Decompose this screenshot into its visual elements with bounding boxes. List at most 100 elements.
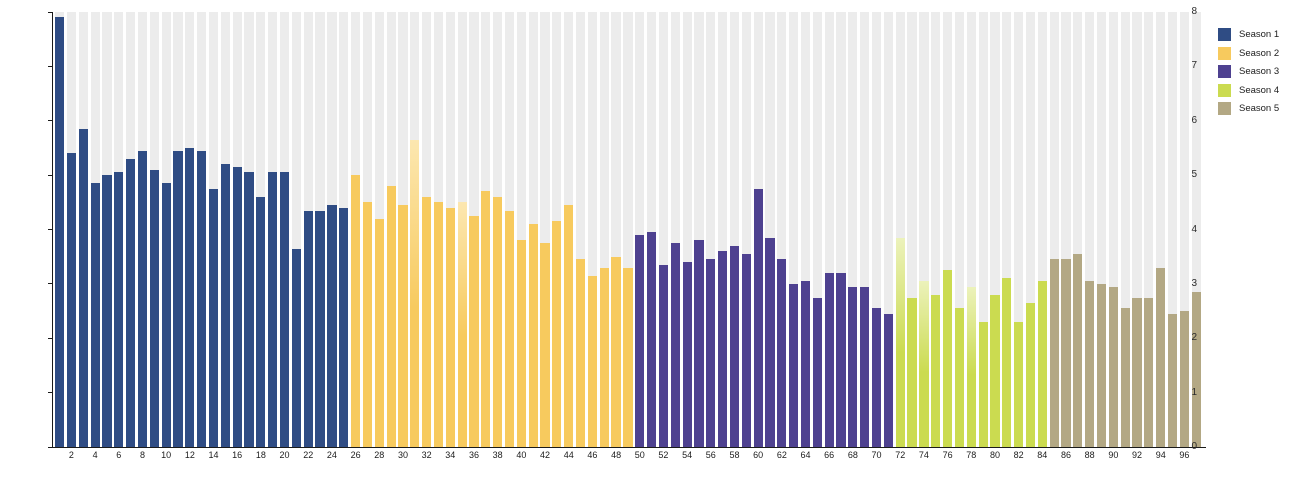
bar-episode-41[interactable] [528,224,538,447]
bar-episode-1[interactable] [55,17,65,447]
bar-episode-34[interactable] [445,207,455,447]
bar-episode-13[interactable] [197,150,207,447]
bar-episode-85[interactable] [1049,259,1059,447]
bar-episode-91[interactable] [1120,308,1130,447]
bar-episode-46[interactable] [587,275,597,447]
bar-episode-10[interactable] [161,183,171,447]
bar-episode-8[interactable] [137,150,148,447]
bar-episode-38[interactable] [493,196,503,447]
bar-episode-67[interactable] [836,273,846,447]
bar-episode-57[interactable] [718,251,728,447]
bar-episode-22[interactable] [303,210,313,447]
bar-episode-27[interactable] [362,202,373,447]
bar-episode-19[interactable] [268,172,278,447]
bar-episode-28[interactable] [374,218,384,447]
bar-episode-11[interactable] [173,150,183,447]
bar-episode-68[interactable] [848,286,858,447]
bar-episode-47[interactable] [599,267,609,447]
bar-episode-45[interactable] [575,259,586,447]
bar-episode-21[interactable] [291,248,301,447]
bar-episode-90[interactable] [1108,286,1118,447]
bar-episode-96[interactable] [1179,311,1189,447]
bar-episode-78[interactable] [966,286,976,447]
bar-episode-61[interactable] [765,237,775,447]
bar-episode-48[interactable] [611,256,621,447]
legend-item-season-3[interactable]: Season 3 [1218,65,1279,78]
bar-episode-42[interactable] [540,243,550,447]
bar-episode-79[interactable] [978,321,988,447]
bar-episode-20[interactable] [279,172,290,447]
bar-episode-84[interactable] [1037,281,1047,447]
bar-episode-81[interactable] [1002,278,1012,447]
bar-episode-23[interactable] [315,210,325,447]
bar-episode-54[interactable] [682,262,692,447]
bar-episode-80[interactable] [990,294,1000,447]
bar-episode-59[interactable] [741,254,751,447]
bar-episode-5[interactable] [102,175,112,447]
bar-episode-88[interactable] [1085,281,1095,447]
bar-episode-53[interactable] [670,243,680,447]
bar-episode-60[interactable] [753,188,763,447]
bar-episode-87[interactable] [1073,254,1083,447]
bar-episode-73[interactable] [907,297,917,447]
bar-episode-33[interactable] [433,202,444,447]
bar-episode-37[interactable] [481,191,491,447]
bar-episode-55[interactable] [694,240,704,447]
bar-episode-17[interactable] [244,172,254,447]
bar-episode-70[interactable] [871,308,882,447]
legend-item-season-2[interactable]: Season 2 [1218,46,1279,60]
bar-episode-52[interactable] [658,264,669,447]
bar-episode-39[interactable] [504,210,515,447]
bar-episode-44[interactable] [564,205,574,447]
bar-episode-74[interactable] [919,281,929,447]
bar-episode-66[interactable] [824,273,834,447]
bar-episode-36[interactable] [469,215,479,447]
bar-episode-18[interactable] [256,196,266,447]
bar-episode-92[interactable] [1132,297,1142,447]
bar-episode-7[interactable] [126,158,136,447]
bar-episode-58[interactable] [729,245,740,447]
bar-episode-12[interactable] [185,147,195,447]
bar-episode-94[interactable] [1156,267,1166,447]
bar-episode-72[interactable] [895,237,905,447]
legend-item-season-5[interactable]: Season 5 [1218,102,1279,115]
bar-episode-82[interactable] [1014,321,1024,447]
bar-episode-40[interactable] [516,240,526,447]
bar-episode-65[interactable] [812,297,822,447]
bar-episode-6[interactable] [114,172,124,447]
bar-episode-32[interactable] [422,196,432,447]
bar-episode-35[interactable] [457,202,467,447]
legend-item-season-4[interactable]: Season 4 [1218,83,1279,97]
bar-episode-71[interactable] [883,313,893,447]
bar-episode-50[interactable] [635,234,645,447]
bar-episode-25[interactable] [339,207,349,447]
bar-episode-31[interactable] [410,139,420,447]
bar-episode-4[interactable] [90,183,100,447]
bar-episode-30[interactable] [398,205,408,447]
bar-episode-93[interactable] [1144,297,1154,447]
bar-episode-69[interactable] [860,286,870,447]
bar-episode-9[interactable] [149,169,159,447]
bar-episode-64[interactable] [800,281,811,447]
bar-episode-75[interactable] [931,294,941,447]
bar-episode-2[interactable] [66,153,77,447]
bar-episode-77[interactable] [954,308,965,447]
bar-episode-97[interactable] [1191,292,1201,447]
bar-episode-16[interactable] [232,167,242,447]
bar-episode-49[interactable] [623,267,633,447]
bar-episode-51[interactable] [647,232,657,447]
bar-episode-76[interactable] [943,270,953,447]
bar-episode-3[interactable] [78,128,88,447]
bar-episode-24[interactable] [327,205,337,447]
bar-episode-89[interactable] [1096,283,1107,447]
bar-episode-56[interactable] [706,259,716,447]
bar-episode-86[interactable] [1061,259,1071,447]
bar-episode-14[interactable] [208,188,219,447]
bar-episode-62[interactable] [777,259,787,447]
bar-episode-43[interactable] [552,221,562,447]
bar-episode-95[interactable] [1167,313,1178,447]
bar-episode-15[interactable] [220,164,230,447]
bar-episode-29[interactable] [386,186,396,447]
legend-item-season-1[interactable]: Season 1 [1218,28,1279,41]
bar-episode-63[interactable] [789,283,799,447]
